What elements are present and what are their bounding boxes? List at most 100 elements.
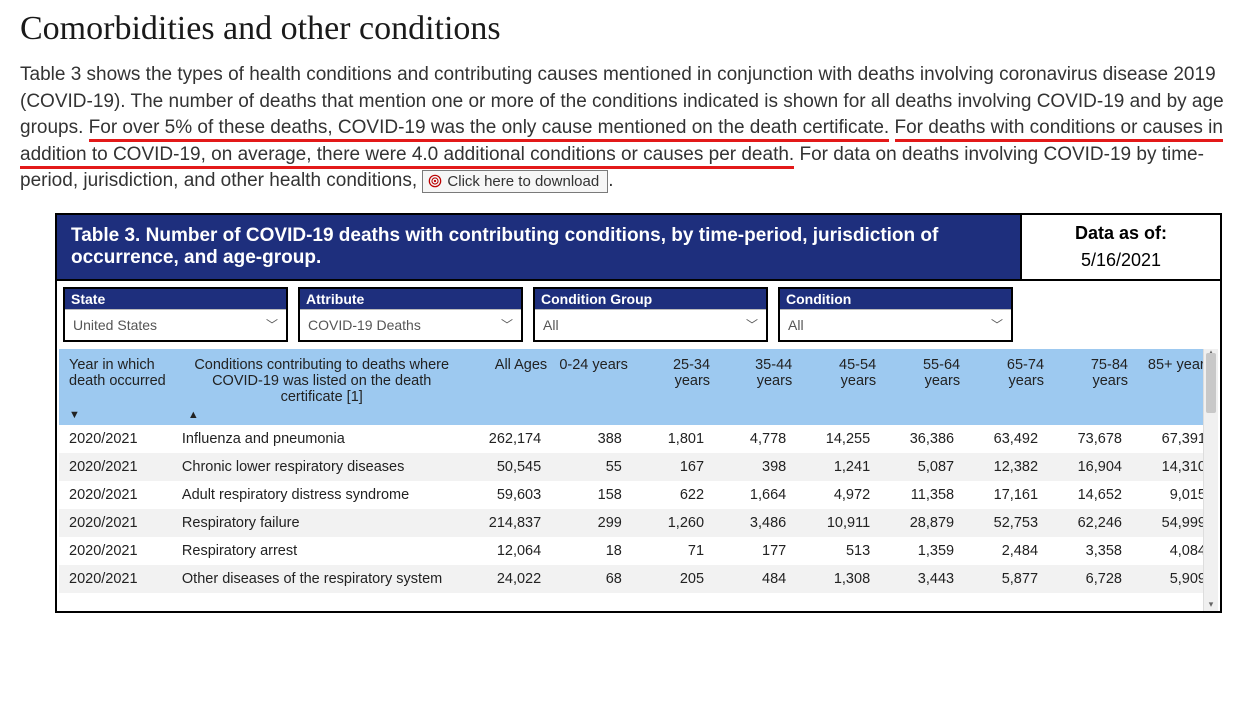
cell-value: 63,492 [966,425,1050,453]
cell-value: 3,358 [1050,537,1134,565]
cell-year: 2020/2021 [59,425,176,453]
sort-asc-icon: ▲ [188,409,199,421]
cell-value: 177 [716,537,798,565]
table-title: Table 3. Number of COVID-19 deaths with … [57,215,1020,279]
col-65-74-header[interactable]: 65-74 years [966,349,1050,425]
cell-condition: Other diseases of the respiratory system [176,565,468,593]
download-button-label: Click here to download [447,173,599,190]
cell-value: 12,382 [966,453,1050,481]
col-75-84-header[interactable]: 75-84 years [1050,349,1134,425]
col-all-ages-header[interactable]: All Ages [467,349,553,425]
vertical-scrollbar[interactable]: ▴ ▾ [1203,349,1218,611]
intro-highlight-1: For over 5% of these deaths, COVID-19 wa… [89,117,890,142]
cell-value: 388 [553,425,634,453]
chevron-down-icon: ﹀ [746,316,758,333]
cell-value: 71 [634,537,716,565]
cell-value: 10,911 [798,509,882,537]
cell-value: 1,260 [634,509,716,537]
cell-value: 50,545 [467,453,553,481]
data-as-of-value: 5/16/2021 [1032,250,1210,271]
cell-value: 14,652 [1050,481,1134,509]
filter-condition-value: All [788,317,804,333]
cell-value: 1,664 [716,481,798,509]
cell-value: 2,484 [966,537,1050,565]
cell-value: 24,022 [467,565,553,593]
cell-year: 2020/2021 [59,565,176,593]
col-25-34-header[interactable]: 25-34 years [634,349,716,425]
filter-condition-label: Condition [780,289,1011,309]
download-icon [428,174,442,188]
cell-value: 167 [634,453,716,481]
table-row[interactable]: 2020/2021Adult respiratory distress synd… [59,481,1218,509]
cell-condition: Respiratory arrest [176,537,468,565]
cell-value: 1,359 [882,537,966,565]
filter-condition-group-value: All [543,317,559,333]
filter-condition-select[interactable]: All ﹀ [780,309,1011,340]
cell-value: 17,161 [966,481,1050,509]
filters-row: State United States ﹀ Attribute COVID-19… [57,281,1220,349]
table-3-container: Table 3. Number of COVID-19 deaths with … [55,213,1222,613]
filter-condition-group-select[interactable]: All ﹀ [535,309,766,340]
table-row[interactable]: 2020/2021Influenza and pneumonia262,1743… [59,425,1218,453]
cell-value: 11,358 [882,481,966,509]
cell-value: 1,308 [798,565,882,593]
filter-condition-group-label: Condition Group [535,289,766,309]
filter-attribute-label: Attribute [300,289,521,309]
col-0-24-header[interactable]: 0-24 years [553,349,634,425]
data-table-viewport: Year in which death occurred ▼ Condition… [59,349,1218,611]
filter-state-label: State [65,289,286,309]
col-35-44-header[interactable]: 35-44 years [716,349,798,425]
scrollbar-thumb[interactable] [1206,353,1216,413]
cell-value: 484 [716,565,798,593]
filter-attribute: Attribute COVID-19 Deaths ﹀ [298,287,523,342]
cell-value: 59,603 [467,481,553,509]
data-as-of-label: Data as of: [1032,223,1210,244]
cell-value: 52,753 [966,509,1050,537]
filter-state: State United States ﹀ [63,287,288,342]
filter-attribute-select[interactable]: COVID-19 Deaths ﹀ [300,309,521,340]
cell-value: 68 [553,565,634,593]
intro-period: . [608,170,613,191]
intro-paragraph: Table 3 shows the types of health condit… [20,62,1230,195]
col-year-header[interactable]: Year in which death occurred ▼ [59,349,176,425]
cell-value: 73,678 [1050,425,1134,453]
table-row[interactable]: 2020/2021Respiratory failure214,8372991,… [59,509,1218,537]
col-condition-header[interactable]: Conditions contributing to deaths where … [176,349,468,425]
cell-value: 299 [553,509,634,537]
cell-year: 2020/2021 [59,509,176,537]
data-as-of-cell: Data as of: 5/16/2021 [1020,215,1220,279]
cell-value: 62,246 [1050,509,1134,537]
cell-condition: Influenza and pneumonia [176,425,468,453]
cell-value: 205 [634,565,716,593]
table-row[interactable]: 2020/2021Chronic lower respiratory disea… [59,453,1218,481]
cell-value: 5,087 [882,453,966,481]
data-table: Year in which death occurred ▼ Condition… [59,349,1218,593]
cell-value: 36,386 [882,425,966,453]
chevron-down-icon: ﹀ [991,316,1003,333]
cell-value: 513 [798,537,882,565]
table-body: 2020/2021Influenza and pneumonia262,1743… [59,425,1218,593]
col-45-54-header[interactable]: 45-54 years [798,349,882,425]
cell-year: 2020/2021 [59,453,176,481]
col-55-64-header[interactable]: 55-64 years [882,349,966,425]
cell-condition: Respiratory failure [176,509,468,537]
table-row[interactable]: 2020/2021Other diseases of the respirato… [59,565,1218,593]
filter-state-select[interactable]: United States ﹀ [65,309,286,340]
cell-value: 4,972 [798,481,882,509]
cell-value: 12,064 [467,537,553,565]
cell-value: 5,877 [966,565,1050,593]
cell-value: 16,904 [1050,453,1134,481]
cell-value: 4,778 [716,425,798,453]
cell-year: 2020/2021 [59,481,176,509]
filter-attribute-value: COVID-19 Deaths [308,317,421,333]
sort-desc-icon: ▼ [69,409,80,421]
intro-text-mid [889,117,894,138]
cell-value: 3,486 [716,509,798,537]
table-row[interactable]: 2020/2021Respiratory arrest12,0641871177… [59,537,1218,565]
cell-value: 28,879 [882,509,966,537]
section-heading: Comorbidities and other conditions [20,10,1230,48]
download-button[interactable]: Click here to download [422,170,608,193]
cell-value: 18 [553,537,634,565]
cell-value: 214,837 [467,509,553,537]
cell-condition: Chronic lower respiratory diseases [176,453,468,481]
